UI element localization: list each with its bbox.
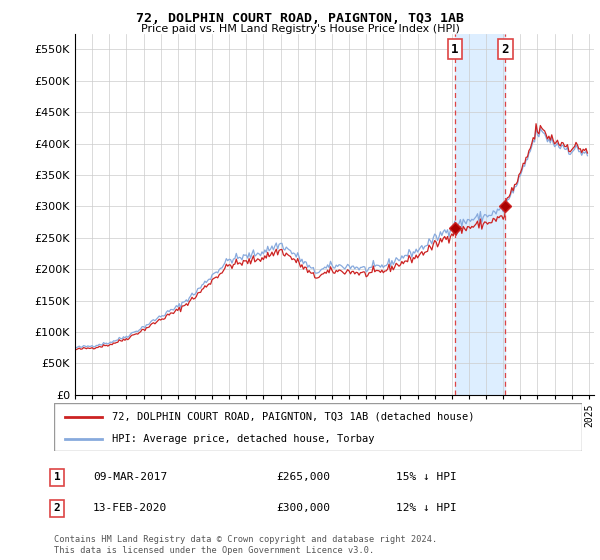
Text: 1: 1: [53, 472, 61, 482]
Text: Price paid vs. HM Land Registry's House Price Index (HPI): Price paid vs. HM Land Registry's House …: [140, 24, 460, 34]
Text: £265,000: £265,000: [276, 472, 330, 482]
Text: 2: 2: [502, 43, 509, 55]
Text: Contains HM Land Registry data © Crown copyright and database right 2024.
This d: Contains HM Land Registry data © Crown c…: [54, 535, 437, 555]
Text: 12% ↓ HPI: 12% ↓ HPI: [396, 503, 457, 514]
Text: 1: 1: [451, 43, 459, 55]
Text: HPI: Average price, detached house, Torbay: HPI: Average price, detached house, Torb…: [112, 434, 374, 444]
Text: 13-FEB-2020: 13-FEB-2020: [93, 503, 167, 514]
Text: 72, DOLPHIN COURT ROAD, PAIGNTON, TQ3 1AB: 72, DOLPHIN COURT ROAD, PAIGNTON, TQ3 1A…: [136, 12, 464, 25]
Bar: [455, 34, 505, 395]
Text: £300,000: £300,000: [276, 503, 330, 514]
Text: 2: 2: [53, 503, 61, 514]
Text: 72, DOLPHIN COURT ROAD, PAIGNTON, TQ3 1AB (detached house): 72, DOLPHIN COURT ROAD, PAIGNTON, TQ3 1A…: [112, 412, 475, 422]
Text: 15% ↓ HPI: 15% ↓ HPI: [396, 472, 457, 482]
Text: 09-MAR-2017: 09-MAR-2017: [93, 472, 167, 482]
